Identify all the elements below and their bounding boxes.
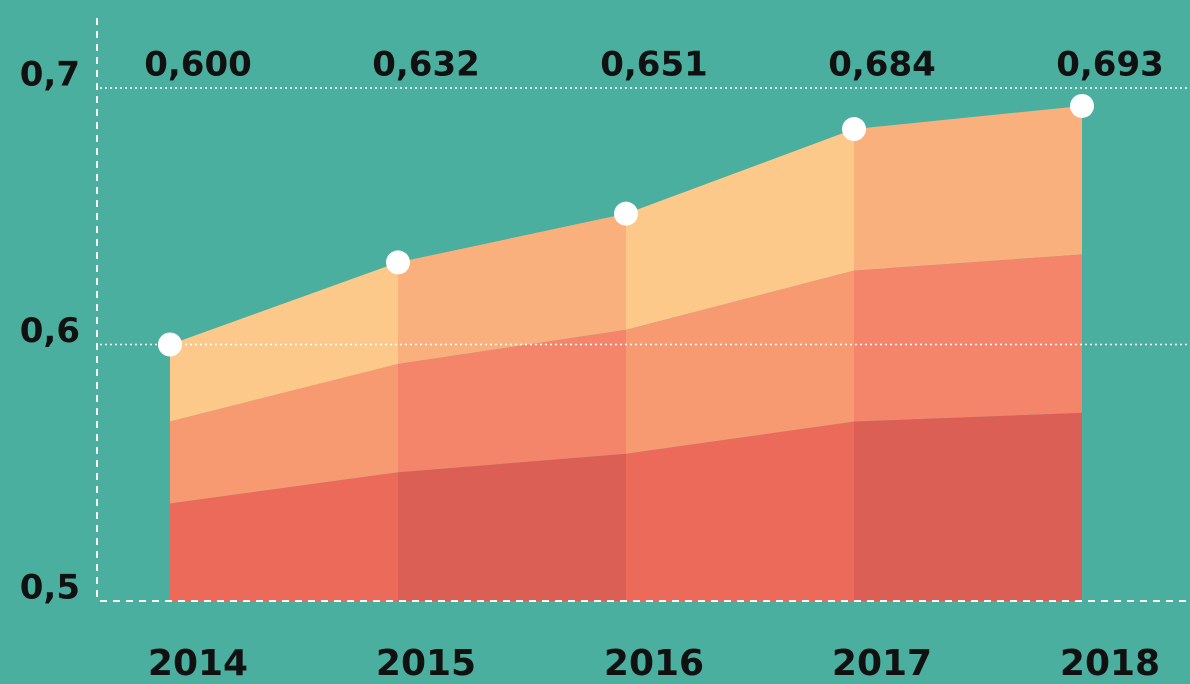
y-tick-label: 0,6 (20, 311, 80, 351)
x-tick-label: 2016 (604, 643, 704, 684)
area-band (398, 329, 626, 473)
area-band (170, 472, 398, 601)
area-band (626, 421, 854, 601)
area-band (398, 453, 626, 601)
area-band (170, 363, 398, 504)
value-label: 0,693 (1056, 45, 1164, 85)
value-label: 0,684 (828, 45, 936, 85)
point (614, 201, 638, 226)
point (842, 117, 866, 142)
value-label: 0,651 (600, 45, 708, 85)
y-tick-label: 0,5 (20, 568, 80, 608)
area-band (626, 129, 854, 330)
area-band (626, 270, 854, 454)
point (158, 332, 182, 357)
area-band (854, 254, 1082, 422)
area-band (398, 213, 626, 364)
area-band (854, 412, 1082, 601)
y-tick-label: 0,7 (20, 55, 80, 95)
value-label: 0,632 (372, 45, 480, 85)
value-label: 0,600 (144, 45, 252, 85)
x-tick-label: 2017 (832, 643, 932, 684)
x-tick-label: 2014 (148, 643, 248, 684)
point (386, 250, 410, 275)
point (1070, 93, 1094, 118)
x-tick-label: 2015 (376, 643, 476, 684)
area-band (854, 105, 1082, 271)
x-tick-label: 2018 (1060, 643, 1160, 684)
area-band (170, 262, 398, 422)
